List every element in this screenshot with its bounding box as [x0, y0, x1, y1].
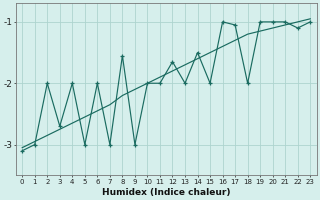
X-axis label: Humidex (Indice chaleur): Humidex (Indice chaleur) [102, 188, 230, 197]
